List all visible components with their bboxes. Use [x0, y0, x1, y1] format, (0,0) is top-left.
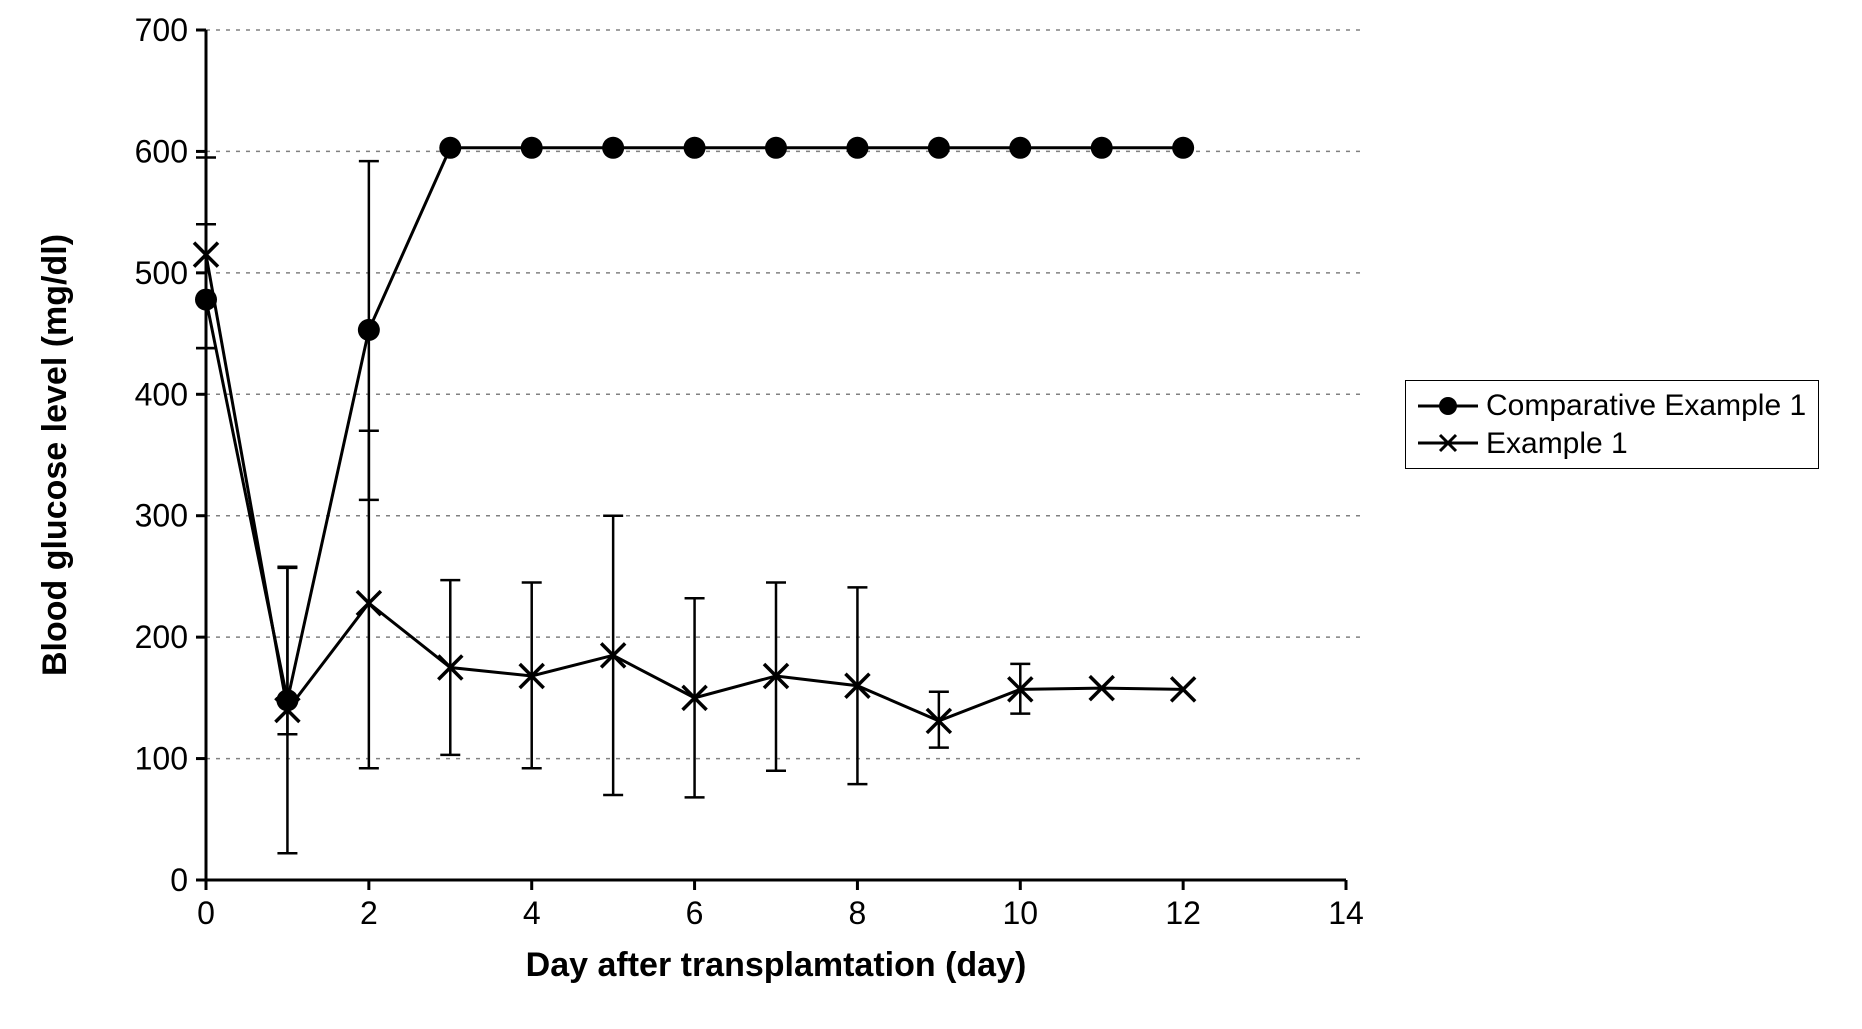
- svg-text:0: 0: [170, 862, 188, 898]
- svg-text:12: 12: [1165, 895, 1201, 931]
- svg-text:500: 500: [135, 255, 188, 291]
- svg-text:14: 14: [1328, 895, 1364, 931]
- legend-item-example: Example 1: [1416, 425, 1806, 463]
- svg-text:10: 10: [1002, 895, 1038, 931]
- svg-text:200: 200: [135, 619, 188, 655]
- svg-text:8: 8: [849, 895, 867, 931]
- svg-text:2: 2: [360, 895, 378, 931]
- svg-text:600: 600: [135, 133, 188, 169]
- legend-item-comparative: Comparative Example 1: [1416, 387, 1806, 425]
- svg-text:100: 100: [135, 741, 188, 777]
- svg-text:400: 400: [135, 376, 188, 412]
- chart-page: 0 100 200 300 400 500 600 700 0 2 4 6 8 10 12 14 Day aft…: [0, 0, 1862, 1029]
- svg-text:4: 4: [523, 895, 541, 931]
- legend-label-2: Example 1: [1486, 425, 1628, 463]
- legend-swatch-x: [1416, 427, 1480, 459]
- svg-text:Blood glucose level (mg/dl): Blood glucose level (mg/dl): [36, 234, 74, 676]
- legend-swatch-circle: [1416, 390, 1480, 422]
- legend: Comparative Example 1 Example 1: [1405, 380, 1819, 469]
- svg-text:0: 0: [197, 895, 215, 931]
- svg-text:700: 700: [135, 12, 188, 48]
- legend-label-1: Comparative Example 1: [1486, 387, 1806, 425]
- svg-text:Day after transplamtation (day: Day after transplamtation (day): [526, 946, 1027, 984]
- svg-text:300: 300: [135, 498, 188, 534]
- svg-text:6: 6: [686, 895, 704, 931]
- chart-svg: 0 100 200 300 400 500 600 700 0 2 4 6 8 10 12 14 Day aft…: [0, 0, 1862, 1029]
